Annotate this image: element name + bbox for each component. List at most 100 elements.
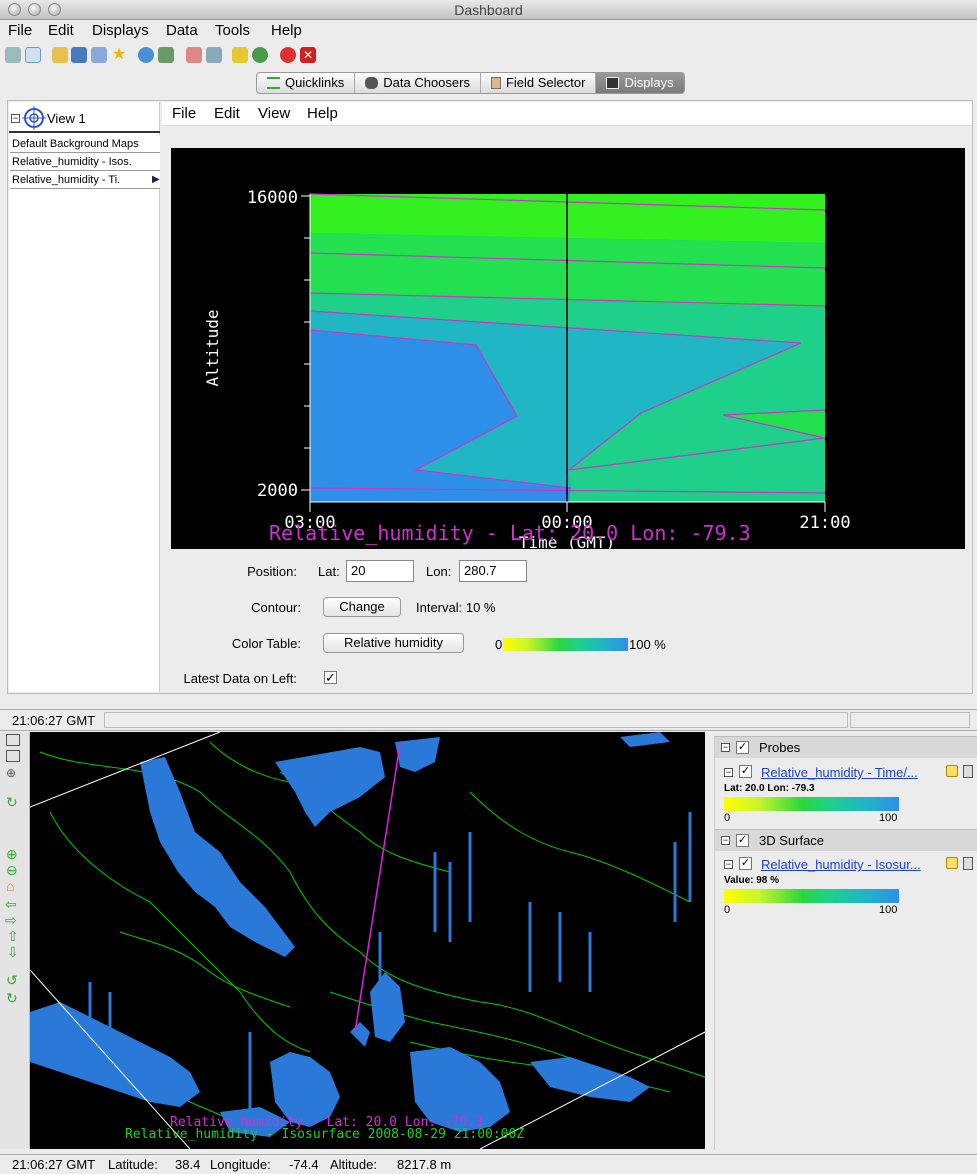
latitude-value: 38.4 (175, 1157, 201, 1172)
lat-label: Lat: (318, 564, 340, 579)
refresh-icon[interactable]: ↻ (6, 794, 18, 810)
menu-edit[interactable]: Edit (48, 22, 74, 39)
probe-scale-max: 100 (879, 812, 898, 824)
zoom-out-icon[interactable]: ⊖ (6, 862, 18, 878)
color-scale-bar (503, 638, 628, 651)
x-tick-middle: 00:00 (541, 513, 592, 533)
latitude-label: Latitude: (108, 1157, 158, 1172)
binoculars-icon (365, 77, 379, 89)
submenu-arrow-icon: ▶ (152, 174, 160, 185)
surface-info: Value: 98 % (724, 875, 780, 886)
rotate-left-icon[interactable]: ↺ (6, 972, 18, 988)
tab-displays[interactable]: Displays (596, 73, 684, 93)
save-icon[interactable] (71, 47, 87, 63)
mail-icon[interactable] (158, 47, 174, 63)
contour-plot-svg: 16000 2000 Altitude 03:00 00:00 21:00 Ti… (203, 188, 851, 549)
menu-file[interactable]: File (8, 22, 33, 39)
longitude-label: Longitude: (210, 1157, 271, 1172)
tree-item-isosurface[interactable]: Relative_humidity - Isos. (10, 153, 160, 171)
probe-line[interactable] (354, 743, 401, 1033)
probe-color-bar (724, 797, 899, 811)
menu-displays[interactable]: Displays (92, 22, 149, 39)
delete-icon[interactable]: ✕ (300, 47, 316, 63)
probe-item-link[interactable]: Relative_humidity - Time/... (761, 765, 918, 780)
projection-edge-line (30, 969, 191, 1149)
y-tick-bottom: 2000 (257, 481, 298, 501)
view-menu-file[interactable]: File (172, 105, 197, 122)
rotate-right-icon[interactable]: ↻ (6, 990, 18, 1006)
surface-header[interactable]: − ✓ 3D Surface (715, 829, 977, 851)
time-height-plot[interactable]: 16000 2000 Altitude 03:00 00:00 21:00 Ti… (171, 148, 965, 549)
isosurface-blobs (30, 732, 670, 1137)
pan-down-icon[interactable]: ⇩ (7, 944, 19, 960)
pan-up-icon[interactable]: ⇧ (7, 928, 19, 944)
tab-data-choosers[interactable]: Data Choosers (355, 73, 481, 93)
favorites-star-icon[interactable]: ★ (111, 46, 127, 63)
lat-field[interactable]: 20 (346, 560, 414, 582)
view-menu-edit[interactable]: Edit (214, 105, 240, 122)
open-bundle-icon[interactable] (5, 47, 21, 63)
collapse-toggle-icon[interactable]: − (11, 113, 20, 123)
collapse-probes-icon[interactable]: − (721, 742, 730, 752)
save-as-icon[interactable] (91, 47, 107, 63)
tree-item-background-maps[interactable]: Default Background Maps (10, 135, 160, 153)
menu-data[interactable]: Data (166, 22, 198, 39)
zoom-window-button[interactable] (48, 3, 61, 16)
probes-checkbox[interactable]: ✓ (736, 741, 749, 754)
open-folder-icon[interactable] (52, 47, 68, 63)
probes-header[interactable]: − ✓ Probes (715, 736, 977, 758)
tree-item-time-height[interactable]: Relative_humidity - Ti. ▶ (10, 171, 160, 189)
minimize-window-button[interactable] (28, 3, 41, 16)
status-progress-field (850, 712, 970, 728)
tab-field-selector[interactable]: Field Selector (481, 73, 597, 93)
color-table-button[interactable]: Relative humidity (323, 633, 464, 653)
stop-icon[interactable] (280, 47, 296, 63)
home-icon[interactable]: ⌂ (6, 878, 15, 894)
rotate-view-icon[interactable] (6, 734, 20, 746)
pencil-icon[interactable] (232, 47, 248, 63)
surface-scale-min: 0 (724, 904, 731, 916)
surface-item-checkbox[interactable]: ✓ (739, 857, 752, 870)
display-tree: − View 1 (9, 102, 160, 692)
collapse-probe-item-icon[interactable]: − (724, 767, 733, 777)
lock-icon[interactable] (946, 765, 958, 777)
help-icon[interactable] (138, 47, 154, 63)
map-3d-view[interactable]: Relative_humidity - Lat: 20.0 Lon: -79.3… (30, 732, 705, 1149)
trash-icon[interactable] (963, 765, 973, 778)
close-window-button[interactable] (8, 3, 21, 16)
collapse-surface-item-icon[interactable]: − (724, 859, 733, 869)
lock-icon[interactable] (946, 857, 958, 869)
surface-checkbox[interactable]: ✓ (736, 834, 749, 847)
status-bar-top: 21:06:27 GMT (0, 709, 977, 731)
status-time-bottom: 21:06:27 GMT (12, 1157, 96, 1172)
globe-icon[interactable] (252, 47, 268, 63)
lon-field[interactable]: 280.7 (459, 560, 527, 582)
scale-max: 100 % (629, 637, 666, 652)
menu-help[interactable]: Help (271, 22, 302, 39)
view-menu-help[interactable]: Help (307, 105, 338, 122)
collapse-surface-icon[interactable]: − (721, 835, 730, 845)
view-label[interactable]: View 1 (47, 111, 86, 126)
band-5 (310, 343, 825, 502)
zoom-in-icon[interactable]: ⊕ (6, 846, 18, 862)
new-window-icon[interactable] (25, 47, 41, 63)
surface-item-link[interactable]: Relative_humidity - Isosur... (761, 857, 921, 872)
pan-left-icon[interactable]: ⇦ (5, 896, 17, 912)
menu-tools[interactable]: Tools (215, 22, 251, 39)
pan-right-icon[interactable]: ⇨ (5, 912, 17, 928)
tab-quicklinks[interactable]: Quicklinks (257, 73, 356, 93)
altitude-value: 8217.8 m (397, 1157, 452, 1172)
trash-icon[interactable] (963, 857, 973, 870)
eraser-icon[interactable] (186, 47, 202, 63)
monitor-icon (606, 77, 620, 89)
view-menu-view[interactable]: View (258, 105, 291, 122)
zoom-box-icon[interactable]: ⊕ (6, 766, 17, 780)
latest-data-checkbox[interactable]: ✓ (324, 670, 337, 685)
probe-item-checkbox[interactable]: ✓ (739, 765, 752, 778)
window-title: Dashboard (454, 2, 523, 18)
top-view-icon[interactable] (6, 750, 20, 762)
change-contour-button[interactable]: Change (323, 597, 401, 617)
scissors-icon[interactable] (206, 47, 222, 63)
x-tick-right: 21:00 (799, 513, 850, 533)
projection-edge-line (479, 1031, 705, 1149)
